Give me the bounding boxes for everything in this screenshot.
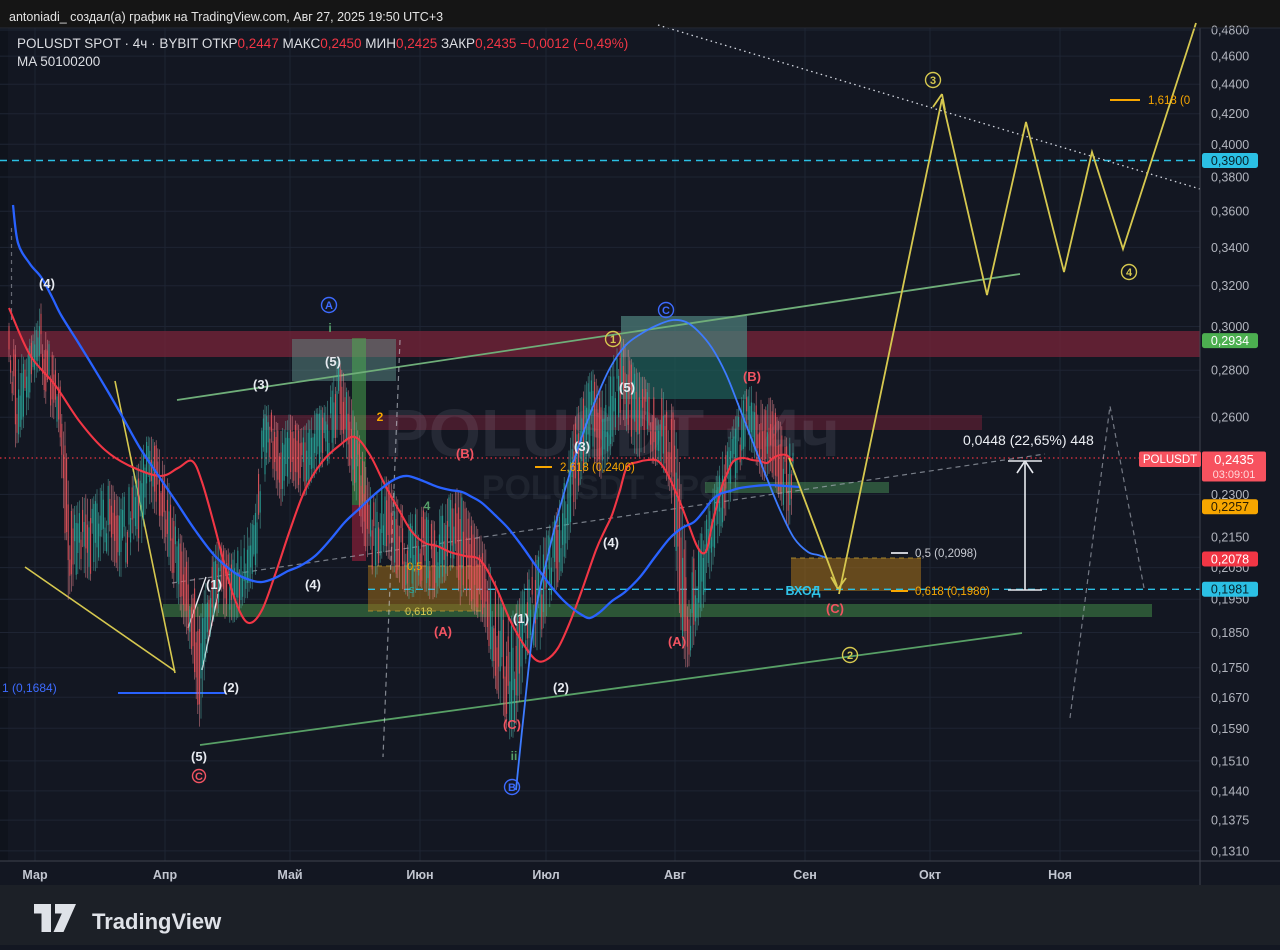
svg-text:C: C [662,305,670,317]
svg-text:(3): (3) [574,439,590,454]
svg-text:0,3400: 0,3400 [1211,241,1249,255]
svg-text:1: 1 [610,334,616,346]
svg-text:0,2800: 0,2800 [1211,364,1249,378]
svg-text:2: 2 [847,650,853,662]
svg-text:Ноя: Ноя [1048,868,1072,882]
svg-text:0,3200: 0,3200 [1211,279,1249,293]
svg-text:0,2600: 0,2600 [1211,411,1249,425]
svg-text:(3): (3) [253,377,269,392]
svg-text:(C): (C) [826,601,844,616]
svg-text:3: 3 [930,75,936,87]
svg-text:POLUSDT: POLUSDT [1143,454,1197,466]
svg-text:2,618 (0,2406): 2,618 (0,2406) [560,462,635,474]
svg-text:(1): (1) [513,611,529,626]
svg-text:0,2150: 0,2150 [1211,531,1249,545]
svg-text:(4): (4) [39,276,55,291]
svg-text:0,1670: 0,1670 [1211,691,1249,705]
svg-text:Июл: Июл [532,868,559,882]
svg-text:(A): (A) [434,624,452,639]
svg-text:ВХОД: ВХОД [785,584,820,598]
svg-text:B: B [508,782,516,794]
svg-text:0,1981: 0,1981 [1211,583,1249,597]
svg-text:POLUSDT SPOT · 4ч · BYBIT ОТК: POLUSDT SPOT · 4ч · BYBIT ОТКР0,2447 МАК… [17,36,628,51]
svg-text:MA 50100200: MA 50100200 [17,54,100,69]
svg-text:s: s [409,584,415,596]
svg-text:0,4800: 0,4800 [1211,24,1249,38]
svg-text:0,2934: 0,2934 [1211,334,1249,348]
svg-text:0,2078: 0,2078 [1211,553,1249,567]
svg-text:Май: Май [277,868,302,882]
svg-text:(5): (5) [191,749,207,764]
svg-text:(C): (C) [503,717,521,732]
svg-text:antoniadi_ создал(а) график на: antoniadi_ создал(а) график на TradingVi… [9,10,443,24]
svg-text:(4): (4) [305,577,321,592]
svg-text:0,618 (0,1980): 0,618 (0,1980) [915,586,990,598]
svg-text:TradingView: TradingView [92,909,222,934]
svg-text:1 (0,1684): 1 (0,1684) [2,681,57,695]
svg-text:i: i [328,321,331,335]
svg-text:POLUSDT SPOT: POLUSDT SPOT [482,469,747,507]
svg-text:0,618: 0,618 [405,606,433,618]
svg-text:0,1440: 0,1440 [1211,784,1249,798]
svg-text:A: A [325,300,333,312]
svg-text:Мар: Мар [22,868,48,882]
svg-text:0,1510: 0,1510 [1211,754,1249,768]
svg-text:0,4200: 0,4200 [1211,107,1249,121]
svg-text:ii: ii [511,749,518,763]
svg-text:0,4600: 0,4600 [1211,50,1249,64]
svg-text:Сен: Сен [793,868,817,882]
svg-text:0,4000: 0,4000 [1211,138,1249,152]
svg-text:0,3900: 0,3900 [1211,154,1249,168]
svg-text:0,1750: 0,1750 [1211,661,1249,675]
svg-text:0,1375: 0,1375 [1211,814,1249,828]
svg-text:(1): (1) [206,577,222,592]
svg-text:Июн: Июн [406,868,433,882]
svg-text:0,2435: 0,2435 [1214,452,1254,467]
svg-text:(5): (5) [619,380,635,395]
svg-text:0,3800: 0,3800 [1211,171,1249,185]
svg-text:2: 2 [377,410,384,424]
svg-text:0,1590: 0,1590 [1211,722,1249,736]
svg-text:4: 4 [1126,267,1133,279]
svg-text:1,618 (0: 1,618 (0 [1148,95,1190,107]
svg-text:4: 4 [424,499,431,513]
svg-text:(2): (2) [223,680,239,695]
svg-text:(B): (B) [456,446,474,461]
svg-text:C: C [195,771,203,783]
svg-text:0,2300: 0,2300 [1211,488,1249,502]
svg-text:(B): (B) [743,369,761,384]
svg-text:Апр: Апр [153,868,178,882]
svg-text:Авг: Авг [664,868,686,882]
svg-text:(2): (2) [553,680,569,695]
svg-text:0,3000: 0,3000 [1211,320,1249,334]
svg-text:(4): (4) [603,535,619,550]
svg-text:0,3600: 0,3600 [1211,205,1249,219]
svg-text:0,4400: 0,4400 [1211,78,1249,92]
svg-text:0,1850: 0,1850 [1211,626,1249,640]
svg-text:(5): (5) [325,354,341,369]
svg-text:0,5 (0,2098): 0,5 (0,2098) [915,548,977,560]
svg-text:03:09:01: 03:09:01 [1213,469,1256,481]
svg-text:0,1310: 0,1310 [1211,844,1249,858]
svg-text:Окт: Окт [919,868,941,882]
svg-text:0,5: 0,5 [407,561,422,573]
svg-text:0,0448 (22,65%) 448: 0,0448 (22,65%) 448 [963,432,1094,448]
svg-text:(A): (A) [668,634,686,649]
svg-text:0,2257: 0,2257 [1211,500,1249,514]
